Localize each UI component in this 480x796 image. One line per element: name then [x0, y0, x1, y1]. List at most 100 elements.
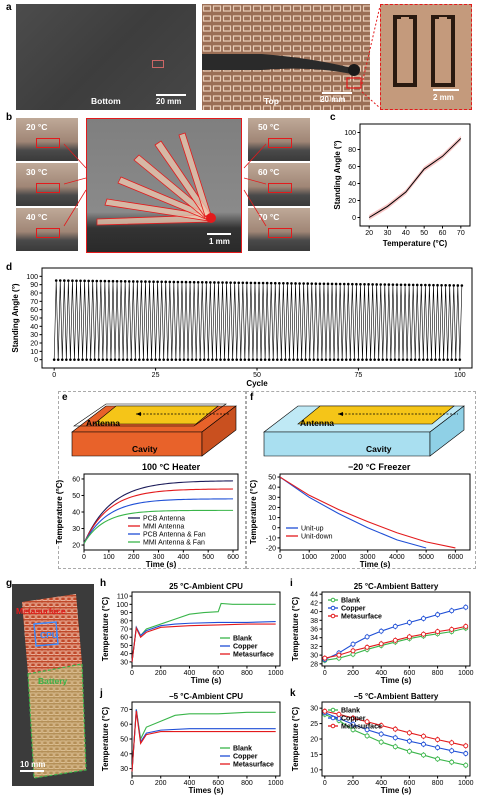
y-tick-label: 28	[310, 661, 318, 668]
x-axis-label: Temperature (°C)	[383, 239, 448, 248]
y-tick-label: 40	[268, 485, 276, 492]
cycle-line	[53, 280, 463, 360]
cycle-peak-point	[415, 283, 419, 287]
x-tick-label: 1000	[458, 670, 474, 677]
data-point	[421, 752, 426, 758]
cycle-low-point	[430, 358, 433, 361]
scale-label: 20 mm	[156, 97, 182, 106]
cycle-low-point	[344, 358, 348, 361]
cycle-low-point	[438, 358, 441, 361]
cycle-peak-point	[273, 281, 277, 285]
cycle-peak-point	[168, 280, 172, 284]
zoom-box	[36, 228, 60, 238]
temp-photo: 40 °C	[16, 208, 78, 251]
x-tick-label: 2000	[331, 554, 347, 561]
y-tick-label: 15	[310, 752, 318, 759]
x-tick-label: 75	[355, 372, 363, 379]
panel-label-d: d	[6, 262, 13, 273]
cycle-peak-point	[403, 283, 407, 287]
cycle-peak-point	[233, 281, 236, 284]
legend-marker	[330, 613, 336, 619]
cycle-low-point	[243, 358, 247, 361]
cycle-low-point	[275, 358, 279, 361]
cycle-low-point	[308, 358, 312, 361]
cycle-low-point	[186, 358, 190, 361]
cycle-peak-point	[342, 282, 346, 286]
cycle-low-point	[288, 358, 291, 361]
cycle-low-point	[271, 358, 275, 361]
x-tick-label: 0	[323, 670, 327, 677]
cycle-peak-point	[278, 281, 281, 285]
y-tick-label: 50	[30, 316, 38, 323]
temp-label: 60 °C	[258, 167, 280, 177]
cycle-peak-point	[314, 282, 318, 285]
data-point	[378, 731, 384, 737]
data-point	[364, 719, 370, 725]
chart-j: 0 200 400 600 800 1000 30 40 50 60 70 Times (s) Temp…	[101, 692, 284, 795]
cycle-peak-point	[164, 280, 168, 284]
y-axis-label: Temperature (°C)	[55, 479, 64, 544]
cycle-low-point	[113, 358, 117, 361]
cycle-peak-point	[351, 282, 354, 286]
cycle-peak-point	[432, 283, 435, 287]
cycle-low-point	[267, 358, 271, 361]
cycle-peak-point	[448, 284, 451, 287]
scale-bar	[20, 770, 44, 772]
cycle-peak-point	[75, 279, 78, 283]
cycle-low-point	[129, 358, 133, 361]
y-axis-label: Temperature (°C)	[291, 706, 300, 771]
x-tick-label: 800	[241, 780, 253, 787]
legend-label: Metasurface	[233, 652, 274, 659]
panel-label-j: j	[100, 688, 103, 699]
cycle-low-point	[231, 358, 234, 361]
chart-title: −5 °C-Ambient Battery	[354, 692, 439, 701]
cycle-peak-point	[298, 282, 301, 285]
cycle-peak-point	[237, 281, 241, 285]
cycle-peak-point	[269, 281, 273, 285]
antenna-label: Antenna	[86, 418, 120, 428]
cycle-peak-point	[221, 281, 224, 284]
cycle-peak-point	[107, 279, 111, 283]
cycle-low-point	[296, 358, 299, 361]
series-line	[83, 509, 234, 544]
zoom-box	[36, 138, 60, 148]
temp-label: 70 °C	[258, 212, 280, 222]
cycle-low-point	[349, 358, 352, 361]
legend-label: Blank	[233, 636, 252, 643]
cycle-low-point	[373, 358, 376, 361]
data-point	[392, 637, 398, 643]
y-tick-label: 44	[310, 592, 318, 599]
data-point	[406, 634, 412, 640]
cycle-peak-point	[359, 282, 362, 286]
scale-bar	[433, 89, 459, 91]
y-tick-label: 10	[30, 349, 38, 356]
x-tick-label: 40	[402, 230, 410, 237]
y-tick-label: 42	[310, 600, 318, 607]
cycle-low-point	[413, 358, 417, 361]
y-tick-label: 40	[30, 324, 38, 331]
legend-label: PCB Antenna	[143, 516, 185, 523]
series-line	[83, 480, 234, 544]
cycle-low-point	[65, 358, 68, 361]
cycle-peak-point	[383, 283, 387, 286]
top-photo-svg	[202, 4, 370, 110]
data-point	[364, 634, 370, 640]
cycle-low-point	[85, 358, 88, 361]
y-axis-label: Temperature (°C)	[101, 706, 110, 771]
cycle-peak-point	[172, 280, 176, 284]
x-tick-label: 400	[178, 554, 190, 561]
cycle-low-point	[219, 358, 222, 361]
cycle-low-point	[284, 358, 287, 361]
bottom-photo: Bottom 20 mm	[16, 4, 196, 110]
x-axis-label: Time (s)	[146, 560, 177, 568]
data-point	[392, 744, 398, 750]
cycle-low-point	[101, 358, 105, 361]
cycle-low-point	[198, 358, 202, 361]
data-point	[449, 740, 455, 746]
cycle-low-point	[117, 358, 121, 361]
data-point	[421, 741, 426, 747]
y-tick-label: 50	[120, 643, 128, 650]
cycle-peak-point	[184, 280, 188, 284]
y-tick-label: 38	[310, 618, 318, 625]
data-point	[421, 733, 426, 739]
